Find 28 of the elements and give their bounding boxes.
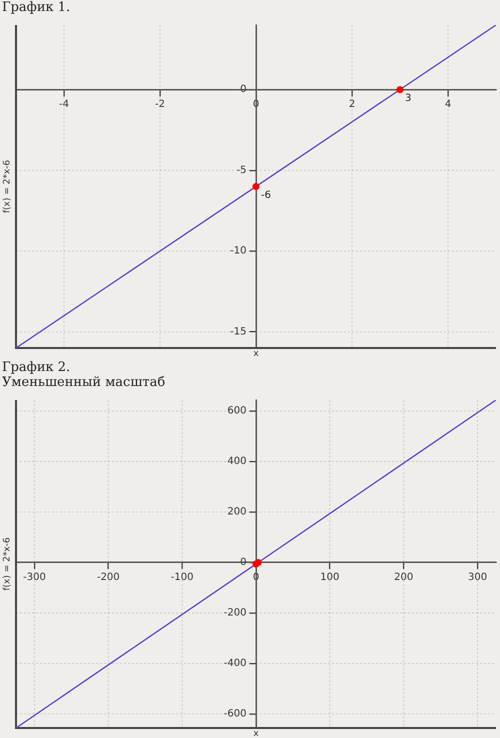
annotation: -6 bbox=[261, 190, 271, 202]
y-tick-label: -200 bbox=[224, 608, 256, 619]
chart-title: График 1. bbox=[1, 0, 72, 15]
y-tick-label: 200 bbox=[227, 506, 256, 518]
x-tick-label: -300 bbox=[23, 572, 46, 584]
y-axis-title: f(x) = 2*x-6 bbox=[2, 160, 12, 214]
annotation: 3 bbox=[405, 93, 412, 104]
x-tick-label: 300 bbox=[468, 572, 488, 584]
x-tick-label: -4 bbox=[59, 99, 69, 110]
x-axis-title: x bbox=[253, 348, 260, 359]
chart-title: График 2. bbox=[1, 360, 72, 375]
x-tick-label: 100 bbox=[320, 572, 340, 584]
x-tick-label: 2 bbox=[348, 99, 356, 110]
x-tick-label: -100 bbox=[170, 572, 194, 584]
x-tick-label: 4 bbox=[444, 99, 452, 110]
x-axis-title: x bbox=[253, 728, 260, 738]
y-tick-label: -600 bbox=[224, 708, 256, 720]
x-tick-label: 200 bbox=[394, 572, 414, 584]
y-tick-label: -5 bbox=[236, 164, 256, 176]
y-axis-title: f(x) = 2*x-6 bbox=[2, 537, 12, 591]
y-tick-label: 600 bbox=[227, 406, 256, 417]
y-tick-label: -10 bbox=[230, 246, 256, 257]
y-tick-label: -400 bbox=[224, 658, 256, 670]
y-tick-label: 400 bbox=[227, 456, 256, 468]
y-tick-label: -15 bbox=[230, 326, 256, 338]
x-tick-label: -200 bbox=[96, 572, 120, 584]
x-tick-label: -2 bbox=[155, 99, 165, 110]
chart-subtitle: Уменьшенный масштаб bbox=[1, 375, 166, 390]
